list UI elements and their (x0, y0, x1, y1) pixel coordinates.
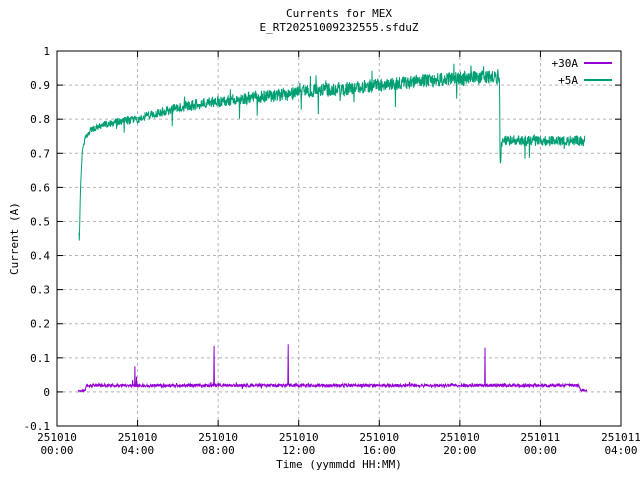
y-tick-label: 0.2 (30, 318, 50, 331)
y-tick-label: 1 (43, 45, 50, 58)
y-tick-label: 0.7 (30, 147, 50, 160)
y-tick-label: 0.4 (30, 250, 50, 263)
x-tick-label-time: 04:00 (604, 444, 637, 457)
x-tick-label-time: 16:00 (363, 444, 396, 457)
x-tick-label-time: 00:00 (524, 444, 557, 457)
chart-subtitle: E_RT20251009232555.sfduZ (259, 21, 419, 34)
x-tick-label-date: 251010 (37, 431, 77, 444)
x-tick-label-date: 251011 (521, 431, 561, 444)
y-tick-label: 0 (43, 386, 50, 399)
y-tick-label: -0.1 (24, 420, 51, 433)
legend-label: +5A (558, 74, 578, 87)
y-tick-label: 0.6 (30, 181, 50, 194)
x-tick-label-time: 00:00 (40, 444, 73, 457)
series-line-+5A (78, 63, 586, 241)
chart-title: Currents for MEX (286, 7, 392, 20)
x-tick-label-time: 12:00 (282, 444, 315, 457)
x-axis-label: Time (yymmdd HH:MM) (276, 458, 402, 471)
x-tick-label-date: 251010 (279, 431, 319, 444)
x-tick-label-time: 20:00 (443, 444, 476, 457)
legend-label: +30A (552, 57, 579, 70)
x-tick-label-date: 251010 (198, 431, 238, 444)
x-tick-label-time: 04:00 (121, 444, 154, 457)
plot-border (56, 50, 622, 427)
series-line-+30A (77, 344, 588, 394)
x-tick-label-time: 08:00 (202, 444, 235, 457)
x-tick-label-date: 251010 (118, 431, 158, 444)
y-tick-label: 0.9 (30, 79, 50, 92)
y-tick-label: 0.5 (30, 215, 50, 228)
y-tick-label: 0.8 (30, 113, 50, 126)
x-tick-label-date: 251011 (601, 431, 640, 444)
y-tick-label: 0.1 (30, 352, 50, 365)
x-tick-label-date: 251010 (359, 431, 399, 444)
x-tick-label-date: 251010 (440, 431, 480, 444)
y-tick-label: 0.3 (30, 284, 50, 297)
